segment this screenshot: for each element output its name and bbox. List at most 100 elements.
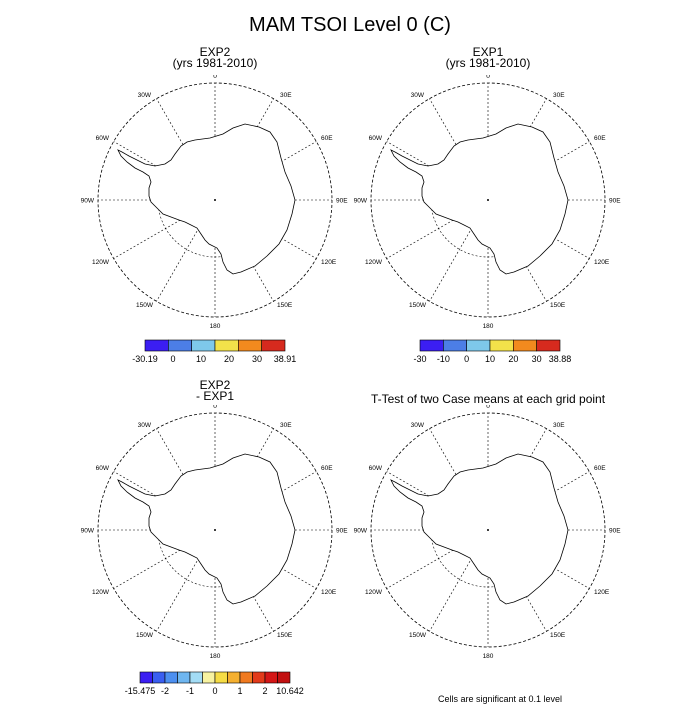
meridian-line — [429, 98, 489, 201]
meridian-line — [487, 141, 590, 201]
colorbar-swatch — [264, 671, 278, 684]
panel-title-line2: - EXP1 — [195, 389, 234, 403]
colorbar-tick-label: -30 — [413, 354, 426, 364]
label-150e: 150E — [550, 632, 566, 639]
colorbar-swatch — [419, 339, 444, 352]
colorbar-tick-label: -15.475 — [125, 686, 155, 696]
meridian-line — [429, 428, 489, 531]
meridian-line — [487, 428, 547, 531]
meridian-line — [113, 471, 216, 531]
label-90e: 90E — [609, 198, 621, 205]
meridian-line — [386, 141, 489, 201]
panel-title-line1: T-Test of two Case means at each grid po… — [370, 392, 606, 406]
colorbar-swatch — [214, 671, 228, 684]
label-0: 0 — [486, 405, 490, 410]
label-120w: 120W — [92, 259, 110, 266]
colorbar-tick-label: 10 — [485, 354, 495, 364]
meridian-line — [386, 529, 489, 589]
label-90e: 90E — [609, 528, 621, 535]
meridian-line — [487, 471, 590, 531]
colorbar-swatch — [227, 671, 241, 684]
label-150w: 150W — [409, 302, 427, 309]
label-60e: 60E — [321, 135, 333, 142]
meridian-line — [386, 471, 489, 531]
colorbar-swatch — [466, 339, 491, 352]
colorbar-tick-label: 0 — [170, 354, 175, 364]
label-150w: 150W — [136, 302, 154, 309]
meridian-line — [156, 529, 216, 632]
meridian-line — [487, 98, 547, 201]
panel-title-exp2: EXP2 (yrs 1981-2010) — [115, 45, 315, 70]
meridian-line — [156, 428, 216, 531]
label-0: 0 — [213, 75, 217, 80]
colorbar-tick-label: 20 — [508, 354, 518, 364]
colorbar-swatch — [536, 339, 561, 352]
colorbar-swatch — [489, 339, 514, 352]
meridian-line — [487, 529, 590, 589]
colorbar-exp2: -30.19 0 10 20 30 38.91 — [132, 339, 297, 364]
meridian-line — [429, 529, 489, 632]
significance-note: Cells are significant at 0.1 level — [437, 694, 563, 704]
panel-title-line1: EXP1 — [472, 45, 504, 59]
label-30w: 30W — [138, 92, 152, 99]
panel-title-line1: EXP2 — [199, 378, 231, 392]
colorbar-tick-label: 2 — [262, 686, 267, 696]
label-150w: 150W — [136, 632, 154, 639]
south-pole-dot — [487, 529, 489, 531]
antarctica-coastline — [117, 453, 296, 605]
label-60w: 60W — [96, 465, 110, 472]
meridian-line — [429, 199, 489, 302]
label-150e: 150E — [277, 632, 293, 639]
colorbar-tick-label: 30 — [252, 354, 262, 364]
label-90e: 90E — [336, 198, 348, 205]
colorbar-swatch — [202, 671, 216, 684]
meridian-line — [487, 199, 590, 259]
south-pole-dot — [487, 199, 489, 201]
colorbar-tick-label: 38.91 — [274, 354, 297, 364]
meridian-line — [113, 141, 216, 201]
colorbar-swatch — [252, 671, 266, 684]
panel-title-line2: (yrs 1981-2010) — [172, 56, 258, 70]
colorbar-swatch — [443, 339, 467, 352]
label-30e: 30E — [280, 422, 292, 429]
colorbar-swatch — [144, 339, 169, 352]
colorbar-swatch — [189, 671, 203, 684]
colorbar-tick-label: 0 — [212, 686, 217, 696]
meridian-line — [214, 98, 274, 201]
meridian-line — [487, 199, 547, 302]
colorbar-swatch — [214, 339, 239, 352]
antarctica-coastline — [390, 453, 569, 605]
meridian-line — [214, 529, 317, 589]
colorbar-tick-label: 1 — [237, 686, 242, 696]
meridian-line — [214, 199, 274, 302]
label-90w: 90W — [354, 528, 368, 535]
colorbar-swatch — [513, 339, 537, 352]
label-0: 0 — [213, 405, 217, 410]
colorbar-tick-label: -30.19 — [132, 354, 158, 364]
colorbar-swatch — [168, 339, 192, 352]
panel-title-line2: (yrs 1981-2010) — [445, 56, 531, 70]
map-exp2: 0 180 90E 90W 30E 60E 120E 150E 30W 60W 120W 150W — [81, 75, 349, 330]
meridian-line — [156, 98, 216, 201]
label-90w: 90W — [81, 198, 95, 205]
label-30e: 30E — [553, 92, 565, 99]
label-0: 0 — [486, 75, 490, 80]
colorbar-swatch — [191, 339, 216, 352]
meridian-line — [214, 141, 317, 201]
label-120w: 120W — [92, 589, 110, 596]
meridian-line — [214, 428, 274, 531]
meridian-line — [214, 471, 317, 531]
antarctica-coastline — [117, 123, 296, 275]
colorbar-swatch — [277, 671, 291, 684]
label-150e: 150E — [550, 302, 566, 309]
colorbar-swatch — [164, 671, 178, 684]
label-30e: 30E — [553, 422, 565, 429]
colorbar-tick-label: 20 — [224, 354, 234, 364]
label-150w: 150W — [409, 632, 427, 639]
meridian-line — [156, 199, 216, 302]
meridian-line — [214, 199, 317, 259]
antarctica-coastline — [390, 123, 569, 275]
colorbar-swatch — [239, 671, 253, 684]
colorbar-swatch — [177, 671, 191, 684]
panel-title-line1: EXP2 — [199, 45, 231, 59]
